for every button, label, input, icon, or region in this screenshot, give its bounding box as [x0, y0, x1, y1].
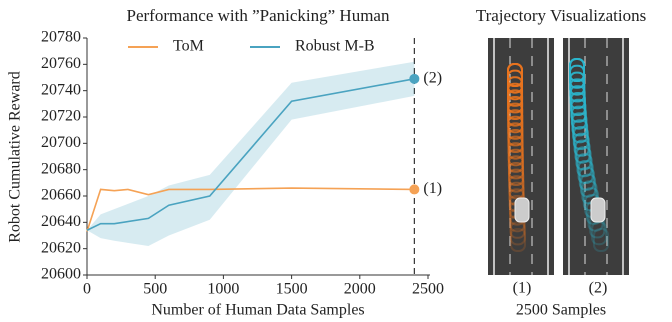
- trajectory-car: [508, 168, 525, 193]
- legend-label: Robust M-B: [295, 38, 375, 55]
- end-marker: [409, 184, 420, 195]
- panel-label: (1): [513, 280, 532, 297]
- end-marker: [409, 73, 420, 84]
- x-tick-label: 2000: [344, 281, 376, 298]
- series-line: [86, 78, 415, 231]
- y-tick-label: 20720: [41, 108, 81, 125]
- robot-car: [569, 58, 585, 82]
- panel-label: (2): [589, 280, 608, 297]
- y-tick-label: 20760: [41, 55, 81, 72]
- x-tick-label: 2500: [412, 281, 444, 298]
- x-tick-label: 1000: [207, 281, 239, 298]
- road: [563, 38, 629, 275]
- legend-label: ToM: [173, 38, 204, 55]
- trajectory-car: [580, 173, 597, 198]
- human-car: [590, 197, 606, 223]
- y-tick-label: 20620: [41, 239, 81, 256]
- y-tick-label: 20700: [41, 134, 81, 151]
- robot-car: [507, 63, 523, 87]
- x-axis-label: Number of Human Data Samples: [151, 302, 364, 319]
- y-tick-label: 20740: [41, 81, 81, 98]
- y-tick-label: 20660: [41, 187, 81, 204]
- x-tick-label: 0: [83, 281, 91, 298]
- y-tick-label: 20640: [41, 213, 81, 230]
- y-tick-label: 20780: [41, 29, 81, 46]
- trajectory-car: [578, 166, 595, 191]
- trajectory-car: [508, 162, 525, 186]
- trajectory-car: [577, 160, 594, 184]
- trajectory-car: [509, 221, 526, 246]
- y-tick-label: 20680: [41, 160, 81, 177]
- trajectory-car: [581, 180, 598, 205]
- panel-title: Trajectory Visualizations: [476, 6, 646, 25]
- panel-caption: 2500 Samples: [516, 302, 606, 319]
- x-tick-label: 500: [143, 281, 167, 298]
- trajectory-car: [510, 228, 526, 252]
- y-axis-label: Robot Cumulative Reward: [7, 71, 24, 243]
- trajectory-car: [508, 175, 525, 200]
- chart-title: Performance with ”Panicking” Human: [127, 6, 390, 25]
- y-tick-label: 20600: [41, 266, 81, 283]
- trajectory-car: [593, 228, 609, 252]
- human-car: [514, 197, 530, 223]
- series-line: [86, 187, 415, 232]
- confidence-band: [87, 61, 415, 247]
- annotation: (1): [423, 180, 442, 197]
- x-tick-label: 1500: [276, 281, 308, 298]
- annotation: (2): [423, 69, 442, 86]
